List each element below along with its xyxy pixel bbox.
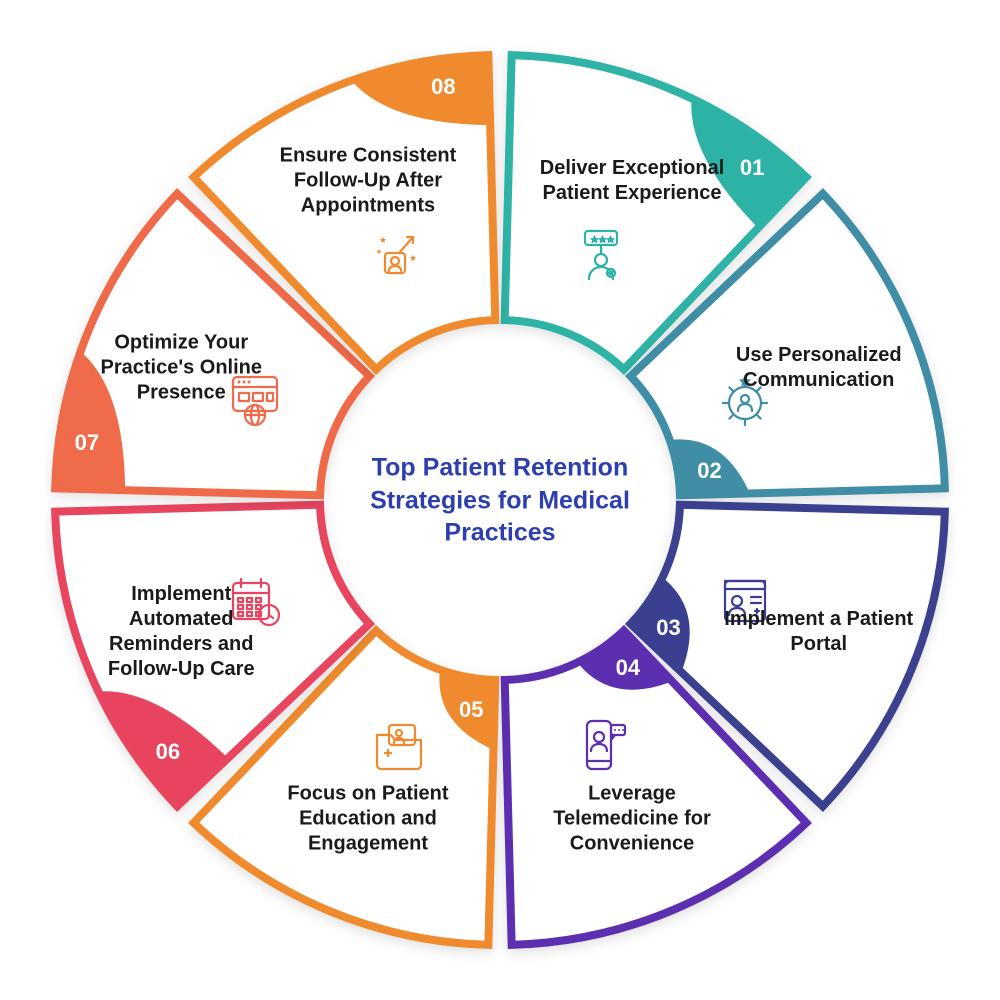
growth-person-icon [369, 225, 429, 285]
segment-label-05: Focus on Patient Education and Engagemen… [273, 781, 463, 856]
segment-icon-04 [571, 715, 631, 775]
segment-label-06: Implement Automated Reminders and Follow… [86, 582, 276, 682]
segment-icon-05 [369, 715, 429, 775]
segment-number-07: 07 [75, 430, 99, 456]
segment-number-08: 08 [431, 74, 455, 100]
segment-label-03: Implement a Patient Portal [724, 607, 914, 657]
infographic-stage: Top Patient Retention Strategies for Med… [0, 0, 1000, 1000]
segment-number-04: 04 [616, 655, 640, 681]
segment-icon-08 [369, 225, 429, 285]
segment-number-02: 02 [697, 458, 721, 484]
segment-icon-01 [571, 225, 631, 285]
segment-label-07: Optimize Your Practice's Online Presence [86, 330, 276, 405]
segment-label-02: Use Personalized Communication [724, 343, 914, 393]
segment-label-08: Ensure Consistent Follow-Up After Appoin… [273, 144, 463, 219]
center-title: Top Patient Retention Strategies for Med… [360, 451, 640, 549]
folder-med-icon [369, 715, 429, 775]
segment-label-01: Deliver Exceptional Patient Experience [537, 156, 727, 206]
segment-number-06: 06 [156, 739, 180, 765]
segment-number-05: 05 [459, 697, 483, 723]
star-person-icon [571, 225, 631, 285]
phone-doc-icon [571, 715, 631, 775]
segment-label-04: Leverage Telemedicine for Convenience [537, 781, 727, 856]
segment-number-01: 01 [740, 155, 764, 181]
segment-number-03: 03 [656, 615, 680, 641]
